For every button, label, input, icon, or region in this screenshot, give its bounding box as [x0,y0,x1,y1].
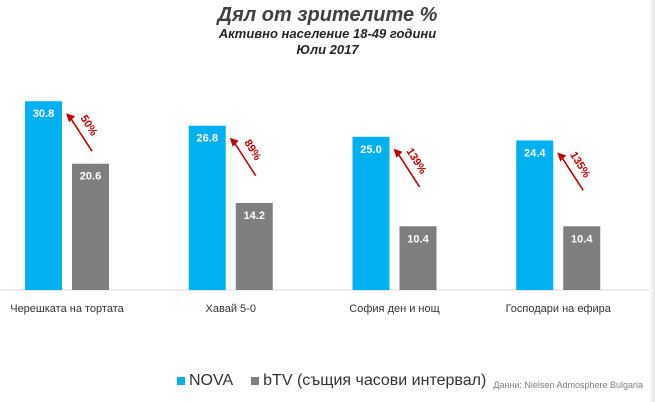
category-label-2: София ден и нощ [349,303,439,315]
data-label-btv-0: 20.6 [80,171,101,183]
bar-btv-1 [235,202,273,290]
data-label-nova-1: 26.8 [197,133,218,145]
growth-arrow-line-2 [396,152,421,188]
growth-arrow-line-1 [233,141,257,177]
legend-label-nova: NOVA [189,372,234,389]
growth-arrow-line-0 [69,116,93,152]
bar-nova-3 [516,140,554,290]
bar-nova-2 [352,136,390,290]
data-label-nova-3: 24.4 [524,147,546,159]
growth-arrow-head-3 [557,152,567,162]
growth-arrow-head-0 [66,113,75,123]
chart-title-block: Дял от зрителите % Активно население 18-… [0,4,655,57]
data-source: Данни: Nielsen Admosphere Bulgaria [493,380,643,390]
chart-title: Дял от зрителите % [217,4,438,26]
data-label-nova-2: 25.0 [360,144,381,156]
legend-label-btv: bTV (същия часови интервал) [263,372,487,389]
chart-period: Юли 2017 [296,42,359,57]
bar-btv-2 [399,226,437,290]
legend-swatch-btv [251,377,260,385]
growth-arrow-head-1 [229,137,239,147]
data-label-nova-0: 30.8 [33,108,54,120]
bar-btv-3 [563,226,601,290]
right-edge-shadow [649,0,655,402]
legend-swatch-nova [177,377,185,385]
chart-subtitle: Активно население 18-49 години [218,26,437,41]
growth-annotation-3: 135% [567,150,592,180]
legend-item-btv: bTV (същия часови интервал) [251,372,486,390]
legend: NOVA bTV (същия часови интервал) [177,372,504,390]
category-label-0: Черешката на тортата [10,303,124,315]
category-label-3: Господари на ефира [506,303,612,315]
bar-nova-1 [188,125,226,290]
category-label-1: Хавай 5-0 [206,303,256,315]
data-label-btv-2: 10.4 [407,233,429,245]
data-label-btv-1: 14.2 [244,210,265,222]
data-label-btv-3: 10.4 [571,233,593,245]
growth-annotation-2: 139% [403,146,428,176]
growth-arrow-line-3 [560,156,584,191]
bar-nova-0 [25,101,62,291]
legend-item-nova: NOVA [177,372,233,390]
bar-btv-0 [72,163,109,290]
growth-arrow-head-2 [393,148,403,158]
